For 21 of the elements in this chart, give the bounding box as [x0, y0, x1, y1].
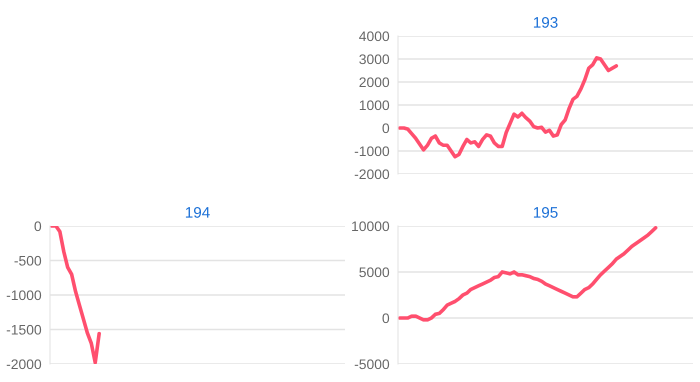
y-tick-label: -1500	[6, 324, 42, 335]
chart-title: 193	[534, 17, 558, 28]
y-tick-label: 3000	[359, 54, 390, 64]
y-tick-label: -500	[14, 256, 42, 266]
chart-title: 194	[186, 207, 210, 218]
y-tick-label: 5000	[359, 267, 390, 278]
y-tick-label: 1000	[360, 100, 390, 110]
y-tick-label: 10000	[352, 221, 390, 232]
y-tick-label: -1000	[6, 290, 42, 300]
y-tick-label: 0	[34, 221, 42, 232]
y-tick-label: 4000	[359, 31, 390, 42]
y-tick-label: -1000	[354, 146, 390, 156]
y-tick-label: 0	[382, 123, 390, 134]
line-series	[398, 226, 658, 322]
y-tick-label: 0	[382, 313, 390, 324]
chart-title: 195	[534, 207, 558, 218]
y-tick-label: -2000	[6, 359, 42, 370]
line-series	[398, 56, 618, 159]
y-tick-label: -5000	[354, 359, 390, 370]
y-tick-label: 2000	[359, 77, 390, 88]
y-tick-label: -2000	[354, 169, 390, 180]
